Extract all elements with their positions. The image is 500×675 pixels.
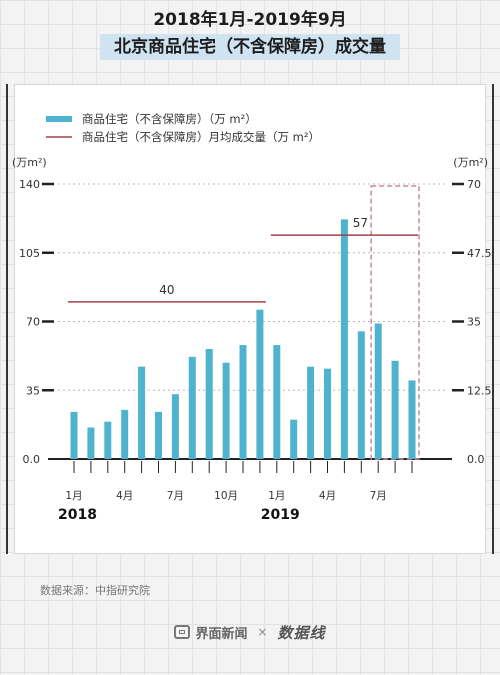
left-tick-label: 35 [26,384,40,397]
bar [408,380,416,459]
brand-shujuxian-logo: 数据线 [277,623,326,642]
bar [374,323,382,459]
right-tick-label: 35 [467,316,481,329]
x-tick-label: 4月 [116,490,133,502]
chart-panel [14,84,486,554]
year-label: 2018 [58,507,97,523]
x-tick-label: 1月 [268,490,285,502]
bar [222,362,230,459]
x-tick-label: 4月 [319,490,336,502]
bar [171,394,179,459]
right-tick-label: 70 [467,178,481,191]
bar [256,309,264,459]
bar [205,349,213,459]
brand-jiemian: 界面新闻 [174,623,247,642]
left-tick-label: 70 [26,316,40,329]
bar [307,366,315,459]
brand-jiemian-text: 界面新闻 [195,626,248,642]
bar-chart: 商品住宅（不含保障房）（万 m²） 商品住宅（不含保障房）月均成交量（万 m²） (… [12,112,492,523]
bar [273,345,281,459]
cross-symbol: × [257,625,268,639]
bar [324,368,331,459]
jiemian-logo-icon [174,625,191,639]
bar [87,427,95,459]
bar [188,356,196,459]
bar [391,360,399,459]
bar [121,409,129,459]
x-tick-label: 7月 [370,490,387,502]
bar [104,421,112,459]
chart-title-line1: 2018年1月-2019年9月 [153,10,347,30]
legend-bar-swatch [46,116,72,122]
x-tick-label: 1月 [65,490,82,502]
x-tick-label: 7月 [167,490,184,502]
right-tick-label: 12.5 [467,384,492,397]
right-tick-label: 47.5 [467,247,492,260]
left-tick-label: 140 [19,178,40,191]
bar [70,411,78,459]
bar [290,419,298,459]
bar [340,219,348,459]
left-tick-label: 0.0 [23,453,41,466]
legend-line-label: 商品住宅（不含保障房）月均成交量（万 m²） [82,130,320,144]
bar [138,366,146,459]
left-tick-label: 105 [19,247,40,260]
year-label: 2019 [261,507,300,523]
bar [357,331,365,459]
footer: 界面新闻 × 数据线 [0,620,500,644]
chart-title-line2: 北京商品住宅（不含保障房）成交量 [100,34,400,60]
title-block: 2018年1月-2019年9月 北京商品住宅（不含保障房）成交量 [0,8,500,60]
average-label: 57 [353,216,368,230]
right-axis-unit: (万m²) [453,156,488,169]
left-axis-unit: (万m²) [12,156,47,169]
average-label: 40 [159,283,174,297]
source-note: 数据来源：中指研究院 [40,584,150,597]
bar [155,411,162,459]
x-tick-label: 10月 [214,490,238,502]
bar [239,345,247,459]
right-tick-label: 0.0 [467,453,485,466]
legend-bar-label: 商品住宅（不含保障房）（万 m²） [82,112,257,126]
